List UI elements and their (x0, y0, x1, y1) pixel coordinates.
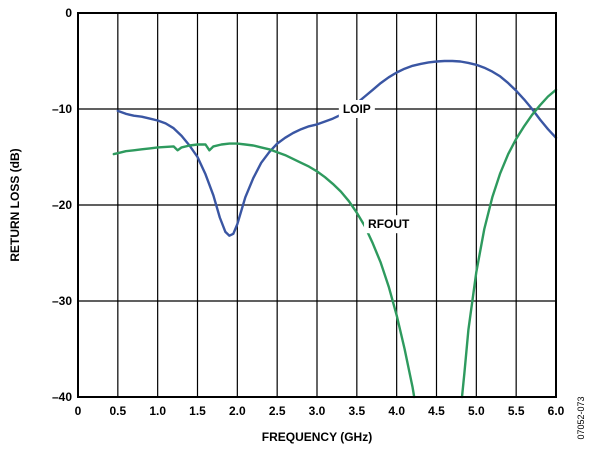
x-tick-label: 1.0 (149, 404, 166, 418)
y-tick-label: 0 (65, 6, 72, 20)
y-tick-label: –20 (52, 198, 72, 212)
x-tick-label: 2.5 (269, 404, 286, 418)
y-tick-label: –40 (52, 390, 72, 404)
series-lines (112, 59, 558, 399)
y-axis-title: RETURN LOSS (dB) (8, 148, 22, 261)
x-tick-label: 0 (75, 404, 82, 418)
y-tick-labels: 0 –10 –20 –30 –40 (52, 6, 72, 404)
series-labels: LOIP RFOUT (338, 100, 415, 234)
x-tick-label: 5.0 (468, 404, 485, 418)
x-tick-label: 3.0 (309, 404, 326, 418)
x-tick-label: 5.5 (508, 404, 525, 418)
figure-id: 07052-073 (576, 396, 586, 439)
x-tick-label: 4.5 (428, 404, 445, 418)
x-axis-title: FREQUENCY (GHz) (262, 430, 372, 444)
y-tick-label: –30 (52, 294, 72, 308)
series-label-rfout: RFOUT (368, 217, 410, 231)
x-tick-label: 4.0 (388, 404, 405, 418)
x-tick-label: 1.5 (189, 404, 206, 418)
series-label-background (338, 100, 375, 118)
x-tick-label: 0.5 (109, 404, 126, 418)
series-label-loip: LOIP (343, 102, 371, 116)
y-tick-label: –10 (52, 102, 72, 116)
x-tick-label: 3.5 (348, 404, 365, 418)
x-tick-labels: 0 0.5 1.0 1.5 2.0 2.5 3.0 3.5 4.0 4.5 5.0 5.5 6.0 (75, 404, 565, 418)
x-tick-label: 6.0 (548, 404, 565, 418)
series-label-background (364, 215, 415, 234)
series-line-loip (116, 59, 558, 237)
grid-lines (78, 13, 556, 397)
x-tick-label: 2.0 (229, 404, 246, 418)
plot-frame (77, 12, 557, 398)
